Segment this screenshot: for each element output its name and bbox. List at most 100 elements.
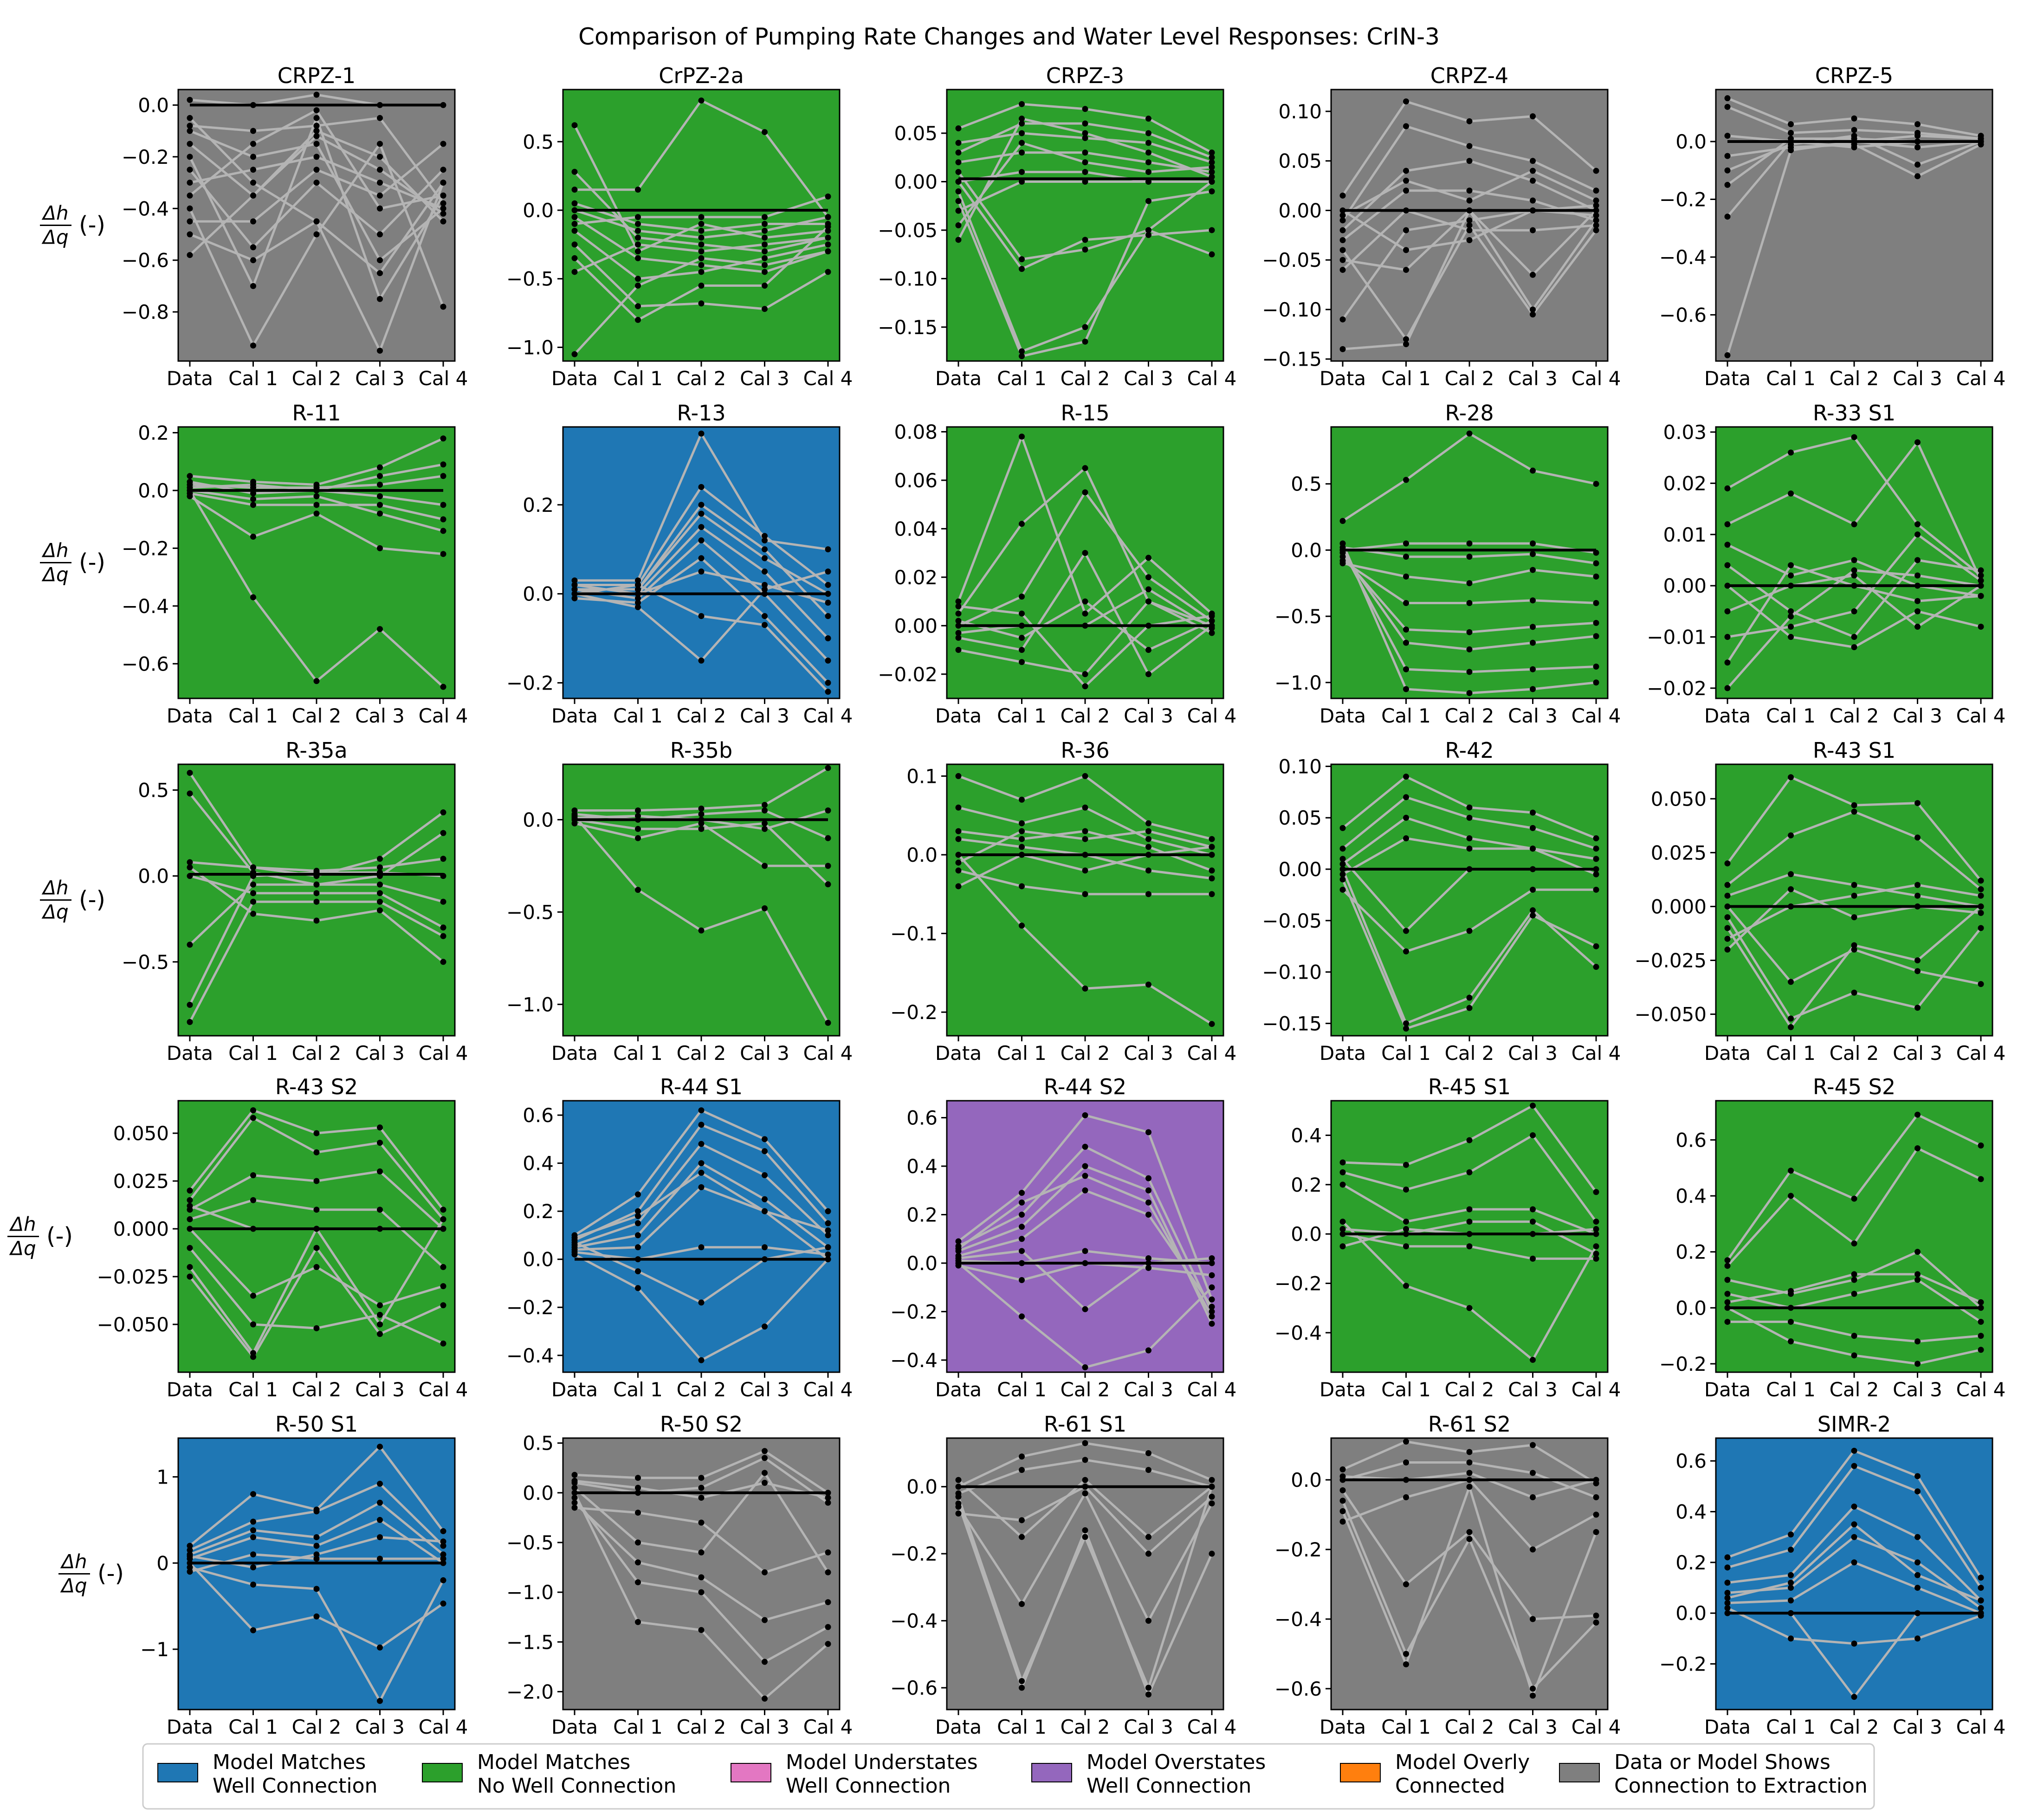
- data-point: [1530, 113, 1536, 120]
- y-tick-label: 0.4: [523, 1152, 554, 1175]
- data-point: [825, 1490, 831, 1496]
- data-point: [1466, 1470, 1473, 1476]
- y-tick-label: −0.05: [878, 219, 938, 242]
- data-point: [635, 276, 641, 282]
- data-point: [1082, 671, 1088, 678]
- x-tick-label: Cal 4: [419, 1378, 468, 1401]
- data-point: [250, 141, 256, 147]
- data-point: [1530, 1132, 1536, 1138]
- x-tick-label: Cal 4: [1572, 1378, 1621, 1401]
- data-point: [1593, 964, 1599, 970]
- data-point: [377, 1302, 383, 1309]
- data-point: [1724, 213, 1731, 220]
- data-point: [1915, 1145, 1921, 1152]
- data-point: [440, 873, 446, 879]
- data-point: [825, 1641, 831, 1647]
- data-point: [1724, 914, 1731, 921]
- data-point: [635, 214, 641, 220]
- subplot-title: CrPZ-2a: [659, 63, 744, 88]
- data-point: [313, 890, 320, 897]
- data-point: [1145, 1265, 1151, 1271]
- data-point: [1788, 1531, 1794, 1538]
- data-point: [1466, 143, 1473, 149]
- data-point: [440, 461, 446, 468]
- data-point: [1593, 217, 1599, 224]
- y-tick-label: 0.05: [1278, 150, 1322, 173]
- data-point: [1339, 518, 1346, 524]
- data-point: [1019, 883, 1025, 890]
- data-point: [1593, 481, 1599, 487]
- data-point: [187, 123, 193, 129]
- y-tick-label: 0.025: [113, 1170, 169, 1193]
- data-point: [1978, 1333, 1984, 1339]
- data-point: [762, 555, 768, 561]
- data-point: [698, 1184, 705, 1190]
- data-point: [1851, 808, 1857, 815]
- data-point: [825, 1499, 831, 1506]
- data-point: [187, 1019, 193, 1025]
- y-tick-label: −0.6: [122, 652, 169, 675]
- data-point: [1978, 567, 1984, 574]
- data-point: [635, 1208, 641, 1214]
- data-point: [440, 830, 446, 836]
- data-point: [1788, 1304, 1794, 1311]
- data-point: [250, 1581, 256, 1588]
- data-point: [377, 1480, 383, 1487]
- data-point: [1978, 1142, 1984, 1149]
- data-point: [1593, 227, 1599, 233]
- data-point: [1978, 1605, 1984, 1611]
- data-point: [1339, 212, 1346, 219]
- data-point: [1466, 227, 1473, 233]
- data-point: [1209, 174, 1215, 180]
- data-point: [1788, 886, 1794, 892]
- data-point: [250, 218, 256, 225]
- data-point: [1724, 1594, 1731, 1601]
- data-point: [187, 205, 193, 212]
- data-point: [1530, 311, 1536, 318]
- data-point: [1724, 1277, 1731, 1283]
- data-point: [1530, 1206, 1536, 1213]
- subplot: R-44 S1 −0.4 −0.2 0.0 0.2 0.4 0.6 Data Cal 1 Cal …: [506, 1074, 853, 1401]
- plot-background: [947, 1101, 1223, 1372]
- data-point: [1466, 237, 1473, 244]
- data-point: [1978, 1318, 1984, 1325]
- x-tick-label: Cal 1: [1381, 1042, 1431, 1065]
- data-point: [955, 1477, 962, 1483]
- data-point: [825, 1232, 831, 1239]
- data-point: [1593, 573, 1599, 580]
- data-point: [1082, 1534, 1088, 1540]
- data-point: [1145, 1129, 1151, 1136]
- data-point: [698, 234, 705, 241]
- data-point: [250, 1627, 256, 1633]
- data-point: [377, 154, 383, 160]
- data-point: [1466, 430, 1473, 437]
- data-point: [250, 490, 256, 497]
- x-tick-label: Cal 2: [677, 1378, 726, 1401]
- data-point: [635, 581, 641, 588]
- y-tick-label: 0.050: [113, 1122, 169, 1145]
- data-point: [1978, 1347, 1984, 1353]
- data-point: [1915, 623, 1921, 630]
- data-point: [377, 890, 383, 897]
- data-point: [1851, 892, 1857, 899]
- data-point: [1788, 1597, 1794, 1604]
- data-point: [825, 881, 831, 888]
- data-point: [1209, 1296, 1215, 1303]
- data-point: [1082, 1440, 1088, 1446]
- data-point: [377, 493, 383, 499]
- data-point: [1019, 836, 1025, 842]
- data-point: [955, 222, 962, 228]
- data-point: [762, 227, 768, 234]
- data-point: [1145, 232, 1151, 238]
- x-tick-label: Data: [935, 704, 982, 727]
- data-point: [1788, 832, 1794, 839]
- data-point: [635, 1285, 641, 1291]
- data-point: [762, 581, 768, 588]
- y-tick-label: −1.0: [506, 993, 554, 1016]
- x-tick-label: Cal 2: [1061, 704, 1110, 727]
- data-point: [187, 942, 193, 948]
- y-tick-label: 0.03: [1663, 421, 1707, 444]
- x-tick-label: Cal 2: [1830, 1042, 1879, 1065]
